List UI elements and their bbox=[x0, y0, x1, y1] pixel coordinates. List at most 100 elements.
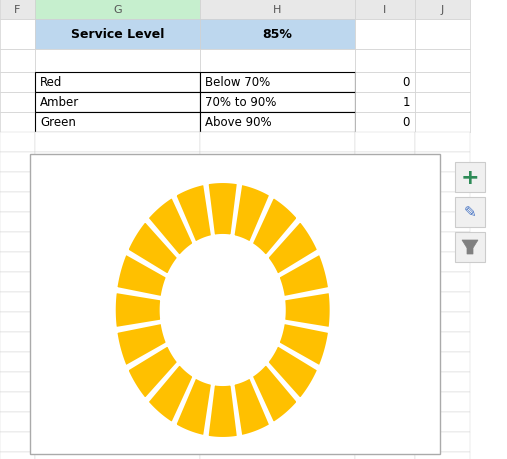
Polygon shape bbox=[127, 221, 178, 275]
Bar bbox=[200, 93, 355, 113]
Polygon shape bbox=[127, 345, 178, 399]
Bar bbox=[415, 73, 470, 93]
Text: Above 90%: Above 90% bbox=[205, 116, 272, 129]
Polygon shape bbox=[278, 254, 329, 297]
Bar bbox=[415, 272, 470, 292]
Bar bbox=[355, 312, 415, 332]
Bar bbox=[0, 20, 35, 50]
Bar bbox=[200, 73, 355, 93]
Text: J: J bbox=[441, 5, 444, 15]
Polygon shape bbox=[116, 254, 167, 297]
Bar bbox=[415, 352, 470, 372]
Bar bbox=[0, 252, 35, 272]
Bar bbox=[200, 352, 355, 372]
Bar bbox=[0, 312, 35, 332]
Bar bbox=[200, 153, 355, 173]
Text: 1: 1 bbox=[403, 96, 410, 109]
Bar bbox=[200, 173, 355, 193]
Bar bbox=[200, 20, 355, 50]
Bar bbox=[355, 352, 415, 372]
Text: Service Level: Service Level bbox=[71, 28, 164, 41]
Bar bbox=[415, 173, 470, 193]
Bar bbox=[415, 93, 470, 113]
Bar bbox=[200, 292, 355, 312]
Polygon shape bbox=[175, 185, 212, 243]
Polygon shape bbox=[175, 378, 212, 436]
Bar bbox=[35, 292, 200, 312]
Bar bbox=[0, 113, 35, 133]
Bar bbox=[355, 332, 415, 352]
Bar bbox=[455, 197, 485, 228]
Text: ✎: ✎ bbox=[463, 205, 477, 220]
Polygon shape bbox=[233, 185, 270, 243]
Bar bbox=[0, 452, 35, 459]
Polygon shape bbox=[267, 221, 318, 275]
Bar bbox=[355, 173, 415, 193]
Bar bbox=[35, 133, 200, 153]
Bar bbox=[0, 432, 35, 452]
Polygon shape bbox=[284, 292, 331, 328]
Bar bbox=[415, 452, 470, 459]
Polygon shape bbox=[116, 323, 167, 367]
Bar bbox=[35, 312, 200, 332]
Bar bbox=[0, 352, 35, 372]
Bar bbox=[415, 392, 470, 412]
Bar bbox=[35, 272, 200, 292]
Bar bbox=[0, 233, 35, 252]
Bar bbox=[0, 173, 35, 193]
Bar bbox=[355, 0, 415, 20]
Bar bbox=[415, 432, 470, 452]
Bar bbox=[200, 50, 355, 73]
Bar bbox=[200, 312, 355, 332]
Bar bbox=[200, 412, 355, 432]
Bar bbox=[455, 162, 485, 193]
Bar bbox=[35, 252, 200, 272]
Bar bbox=[355, 20, 415, 50]
Polygon shape bbox=[251, 197, 298, 257]
Polygon shape bbox=[115, 292, 161, 328]
Bar bbox=[415, 312, 470, 332]
Bar bbox=[415, 113, 470, 133]
Text: 0: 0 bbox=[403, 116, 410, 129]
Bar bbox=[200, 432, 355, 452]
Bar bbox=[200, 272, 355, 292]
Text: G: G bbox=[113, 5, 122, 15]
Bar bbox=[200, 252, 355, 272]
Bar bbox=[355, 292, 415, 312]
Text: Below 70%: Below 70% bbox=[205, 76, 270, 90]
Text: Amber: Amber bbox=[40, 96, 79, 109]
Bar bbox=[355, 252, 415, 272]
Bar bbox=[35, 392, 200, 412]
Text: I: I bbox=[383, 5, 387, 15]
Bar bbox=[0, 153, 35, 173]
Bar bbox=[0, 50, 35, 73]
Polygon shape bbox=[207, 385, 238, 438]
Bar bbox=[35, 93, 200, 113]
Bar bbox=[355, 93, 415, 113]
Bar bbox=[200, 193, 355, 213]
Bar bbox=[35, 153, 200, 173]
Bar bbox=[35, 20, 200, 50]
Bar bbox=[415, 233, 470, 252]
Bar bbox=[0, 392, 35, 412]
Bar bbox=[415, 193, 470, 213]
Text: 0: 0 bbox=[403, 76, 410, 90]
Bar bbox=[30, 155, 440, 454]
Bar bbox=[0, 193, 35, 213]
Bar bbox=[35, 352, 200, 372]
Bar bbox=[415, 332, 470, 352]
Bar bbox=[0, 133, 35, 153]
Bar bbox=[200, 0, 355, 20]
Text: 85%: 85% bbox=[263, 28, 293, 41]
Bar bbox=[0, 73, 35, 93]
Text: F: F bbox=[14, 5, 21, 15]
Bar bbox=[35, 73, 200, 93]
Bar bbox=[355, 133, 415, 153]
Bar bbox=[35, 113, 200, 133]
Bar bbox=[0, 372, 35, 392]
Bar bbox=[355, 412, 415, 432]
Bar bbox=[355, 392, 415, 412]
Bar bbox=[415, 372, 470, 392]
Bar bbox=[0, 93, 35, 113]
Bar bbox=[415, 20, 470, 50]
